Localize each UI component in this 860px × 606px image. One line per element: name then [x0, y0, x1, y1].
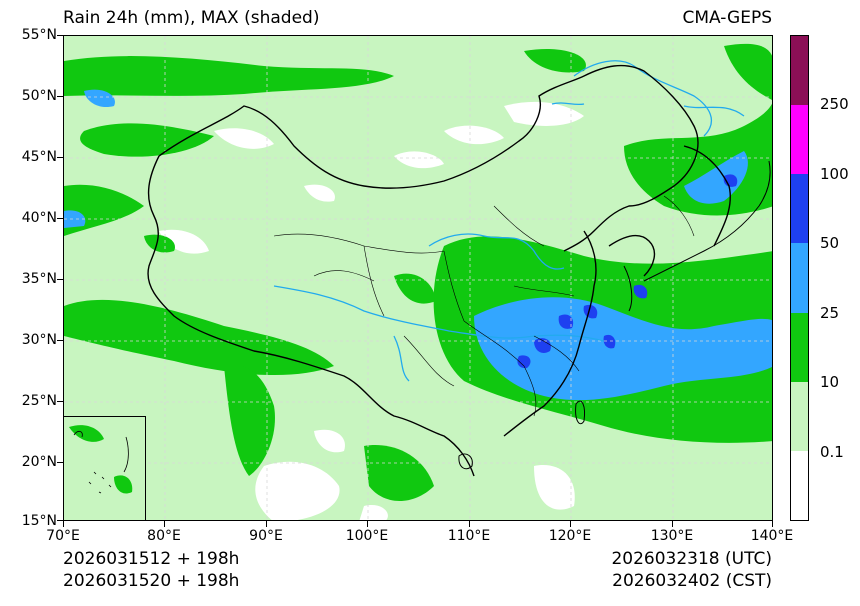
lat-label-35: 35°N [21, 271, 57, 287]
province-borders [273, 195, 695, 417]
lat-tick [57, 340, 63, 341]
lat-tick [57, 218, 63, 219]
lon-label-90: 90°E [249, 528, 283, 544]
colorbar-segment [791, 450, 808, 520]
lon-label-100: 100°E [345, 528, 389, 544]
colorbar-segment [791, 312, 808, 382]
map-title: Rain 24h (mm), MAX (shaded) [63, 8, 320, 28]
japan-coast [643, 160, 771, 282]
south-china-sea-inset [63, 416, 146, 521]
colorbar-label-250: 250 [820, 95, 849, 113]
lat-tick [57, 401, 63, 402]
lat-label-50: 50°N [21, 88, 57, 104]
lat-label-45: 45°N [21, 149, 57, 165]
lat-tick [57, 35, 63, 36]
colorbar-label-10: 10 [820, 373, 840, 391]
lon-label-120: 120°E [548, 528, 592, 544]
lat-label-20: 20°N [21, 454, 57, 470]
colorbar-segment [791, 105, 808, 175]
lat-tick [57, 279, 63, 280]
taiwan-island [575, 400, 585, 425]
lat-tick [57, 462, 63, 463]
lat-label-25: 25°N [21, 393, 57, 409]
country-borders [147, 64, 731, 477]
colorbar-label-0.1: 0.1 [820, 443, 844, 461]
lon-label-130: 130°E [650, 528, 694, 544]
colorbar [790, 35, 809, 521]
graticule [64, 36, 772, 520]
rain-50-100-layer [517, 174, 738, 369]
lon-tick [266, 521, 267, 527]
colorbar-label-50: 50 [820, 234, 840, 252]
map-canvas [64, 36, 772, 520]
init-time-utc: 2026031512 + 198h [63, 549, 240, 569]
lat-label-40: 40°N [21, 210, 57, 226]
colorbar-segment [791, 174, 808, 244]
lat-tick [57, 157, 63, 158]
lon-label-140: 140°E [750, 528, 794, 544]
valid-time-utc: 2026032318 (UTC) [611, 549, 772, 569]
lat-tick [57, 520, 63, 521]
lon-tick [672, 521, 673, 527]
lat-label-55: 55°N [21, 27, 57, 43]
lon-tick [570, 521, 571, 527]
colorbar-label-25: 25 [820, 304, 840, 322]
lon-label-70: 70°E [46, 528, 80, 544]
lon-label-110: 110°E [447, 528, 491, 544]
lon-tick [772, 521, 773, 527]
colorbar-segment [791, 36, 808, 106]
lat-tick [57, 96, 63, 97]
korea-coast [623, 265, 633, 312]
no-rain-areas [159, 101, 584, 520]
colorbar-label-100: 100 [820, 165, 849, 183]
colorbar-segment [791, 243, 808, 313]
inset-canvas [69, 425, 133, 494]
precipitation-map [63, 35, 773, 521]
rain-25-50-layer [64, 89, 772, 401]
lon-tick [63, 521, 64, 527]
lon-tick [469, 521, 470, 527]
rivers [273, 60, 745, 382]
model-name: CMA-GEPS [682, 8, 772, 28]
lon-tick [164, 521, 165, 527]
lat-label-15: 15°N [21, 513, 57, 529]
lat-label-30: 30°N [21, 332, 57, 348]
colorbar-segment [791, 381, 808, 451]
init-time-cst: 2026031520 + 198h [63, 571, 240, 591]
valid-time-cst: 2026032402 (CST) [612, 571, 772, 591]
lon-tick [367, 521, 368, 527]
hainan-island [458, 453, 473, 470]
lon-label-80: 80°E [147, 528, 181, 544]
